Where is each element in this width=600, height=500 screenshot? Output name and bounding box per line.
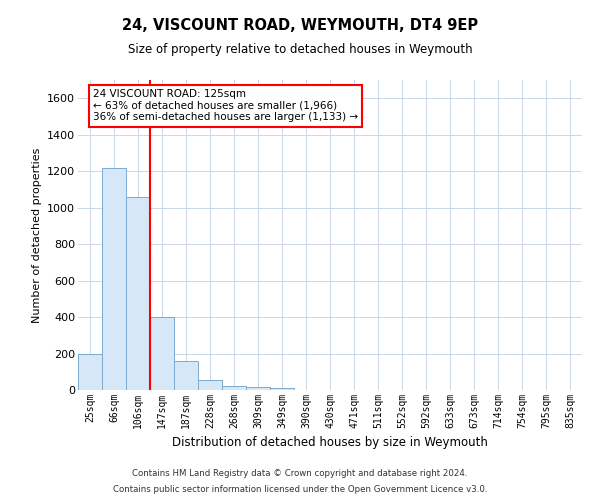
Text: Size of property relative to detached houses in Weymouth: Size of property relative to detached ho… xyxy=(128,42,472,56)
Y-axis label: Number of detached properties: Number of detached properties xyxy=(32,148,41,322)
Text: 24, VISCOUNT ROAD, WEYMOUTH, DT4 9EP: 24, VISCOUNT ROAD, WEYMOUTH, DT4 9EP xyxy=(122,18,478,32)
Bar xyxy=(198,380,222,390)
Bar xyxy=(150,317,174,390)
Text: 24 VISCOUNT ROAD: 125sqm
← 63% of detached houses are smaller (1,966)
36% of sem: 24 VISCOUNT ROAD: 125sqm ← 63% of detach… xyxy=(93,90,358,122)
Bar xyxy=(78,354,102,390)
Bar xyxy=(270,388,294,390)
Bar xyxy=(222,386,246,390)
Bar xyxy=(102,168,126,390)
Bar xyxy=(246,388,270,390)
Text: Contains HM Land Registry data © Crown copyright and database right 2024.: Contains HM Land Registry data © Crown c… xyxy=(132,468,468,477)
Text: Contains public sector information licensed under the Open Government Licence v3: Contains public sector information licen… xyxy=(113,485,487,494)
X-axis label: Distribution of detached houses by size in Weymouth: Distribution of detached houses by size … xyxy=(172,436,488,450)
Bar xyxy=(126,196,150,390)
Bar xyxy=(174,361,198,390)
